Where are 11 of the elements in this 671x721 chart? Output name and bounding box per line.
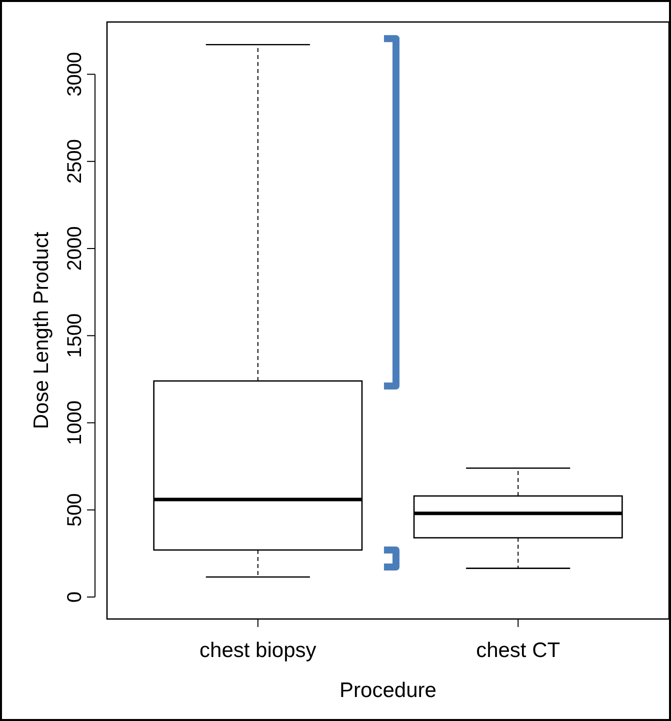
y-tick-label: 2500 (64, 139, 86, 184)
x-tick-label: chest CT (476, 639, 560, 662)
y-tick-label: 500 (64, 493, 86, 527)
x-axis-title: Procedure (340, 679, 436, 702)
x-tick-label: chest biopsy (200, 639, 317, 662)
y-tick-label: 0 (64, 591, 86, 603)
y-axis-title: Dose Length Product (30, 232, 53, 430)
y-tick-label: 1000 (64, 400, 86, 446)
y-tick-label: 1500 (64, 313, 86, 358)
y-tick-label: 3000 (64, 52, 86, 97)
y-tick-label: 2000 (64, 226, 86, 271)
